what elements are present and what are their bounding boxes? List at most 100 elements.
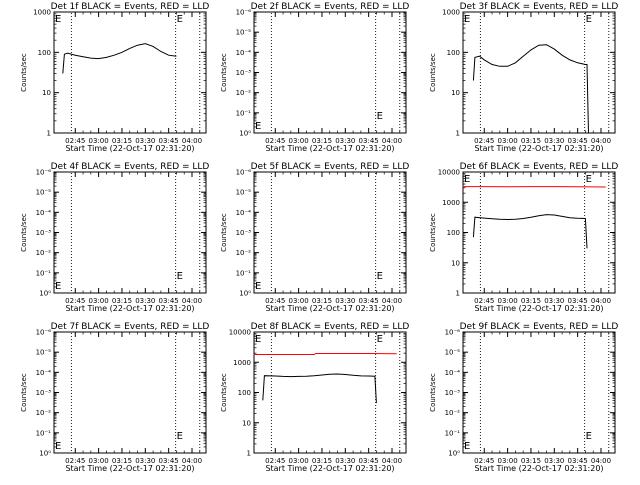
- edge-marker-right: E: [586, 14, 592, 25]
- panel-title: Det 6f BLACK = Events, RED = LLD: [460, 162, 619, 172]
- y-tick-label: 10⁻¹: [36, 429, 52, 437]
- panel-title: Det 7f BLACK = Events, RED = LLD: [51, 322, 210, 332]
- y-tick-label: 10⁰: [448, 450, 460, 458]
- edge-marker-left: E: [55, 14, 61, 25]
- y-tick-label: 10000: [438, 169, 460, 177]
- y-tick-label: 1: [456, 130, 460, 138]
- x-axis-label: Start Time (22-Oct-17 02:31:20): [65, 304, 194, 313]
- y-tick-label: 10⁻²: [36, 409, 52, 417]
- panel-det-9f: Det 9f BLACK = Events, RED = LLD 10⁰ 10⁻¹ 1…: [429, 322, 618, 473]
- plot-frame: [463, 332, 615, 453]
- panel-det-5f: Det 5f BLACK = Events, RED = LLD10⁰10⁻¹1…: [220, 162, 409, 313]
- panel-title: Det 3f BLACK = Events, RED = LLD: [460, 2, 619, 12]
- x-axis-label: Start Time (22-Oct-17 02:31:20): [65, 464, 194, 473]
- y-tick-label: 1000: [233, 359, 251, 367]
- x-axis-label: Start Time (22-Oct-17 02:31:20): [65, 144, 194, 153]
- y-tick-label: 10⁻¹: [236, 269, 252, 277]
- x-axis-label: Start Time (22-Oct-17 02:31:20): [474, 464, 603, 473]
- x-axis-label: Start Time (22-Oct-17 02:31:20): [265, 304, 394, 313]
- plot-frame: [54, 12, 206, 133]
- y-tick-label: 100: [38, 49, 51, 57]
- y-tick-label: 1: [47, 130, 51, 138]
- y-tick-label: 10⁻¹: [445, 429, 461, 437]
- edge-marker-left: E: [255, 334, 261, 345]
- edge-marker-right: E: [586, 174, 592, 185]
- y-axis-label: Counts/sec: [20, 53, 28, 92]
- edge-marker-right: E: [377, 334, 383, 345]
- y-tick-label: 10⁻⁴: [36, 369, 52, 377]
- edge-marker-left: E: [255, 121, 261, 132]
- y-axis-label: Counts/sec: [429, 53, 437, 92]
- y-tick-label: 10: [42, 89, 51, 97]
- plot-frame: [463, 172, 615, 293]
- y-axis-label: Counts/sec: [20, 213, 28, 252]
- edge-marker-left: E: [464, 14, 470, 25]
- panel-det-3f: Det 3f BLACK = Events, RED = LLD11010010…: [429, 2, 618, 153]
- y-tick-label: 10⁻⁴: [236, 209, 252, 217]
- edge-marker-right: E: [177, 431, 183, 442]
- panel-title: Det 4f BLACK = Events, RED = LLD: [51, 162, 210, 172]
- edge-marker-right: E: [377, 271, 383, 282]
- x-axis-label: Start Time (22-Oct-17 02:31:20): [474, 304, 603, 313]
- edge-marker-right: E: [377, 111, 383, 122]
- x-axis-label: Start Time (22-Oct-17 02:31:20): [474, 144, 603, 153]
- y-axis-label: Counts/sec: [429, 213, 437, 252]
- y-tick-label: 10⁻⁶: [36, 169, 52, 177]
- y-tick-label: 10⁻⁵: [236, 29, 252, 37]
- y-tick-label: 10⁻⁵: [36, 189, 52, 197]
- panel-title: Det 9f BLACK = Events, RED = LLD: [460, 322, 619, 332]
- y-tick-label: 10⁻⁵: [236, 189, 252, 197]
- panel-title: Det 2f BLACK = Events, RED = LLD: [251, 2, 410, 12]
- y-tick-label: 10⁰: [39, 290, 51, 298]
- y-tick-label: 10⁻¹: [236, 109, 252, 117]
- plot-frame: [254, 332, 406, 453]
- plot-frame: [254, 172, 406, 293]
- series-events-line: [473, 45, 588, 133]
- y-tick-label: 10⁻⁶: [445, 329, 461, 337]
- y-tick-label: 100: [447, 229, 460, 237]
- y-tick-label: 10⁻²: [236, 249, 252, 257]
- y-tick-label: 10⁻⁶: [36, 329, 52, 337]
- edge-marker-left: E: [55, 281, 61, 292]
- plot-frame: [54, 332, 206, 453]
- y-tick-label: 10000: [229, 329, 251, 337]
- series-events-line: [263, 374, 377, 403]
- y-axis-label: Counts/sec: [429, 373, 437, 412]
- panel-det-6f: Det 6f BLACK = Events, RED = LLD11010010…: [429, 162, 618, 313]
- y-axis-label: Counts/sec: [220, 53, 228, 92]
- y-tick-label: 10⁻¹: [36, 269, 52, 277]
- y-tick-label: 10⁻²: [236, 89, 252, 97]
- y-tick-label: 1: [247, 450, 251, 458]
- y-tick-label: 1000: [33, 9, 51, 17]
- y-tick-label: 10⁻²: [36, 249, 52, 257]
- panel-det-8f: Det 8f BLACK = Events, RED = LLD11010010…: [220, 322, 409, 473]
- y-tick-label: 10⁻⁵: [36, 349, 52, 357]
- plot-frame: [54, 172, 206, 293]
- y-tick-label: 10⁻²: [445, 409, 461, 417]
- y-tick-label: 1: [456, 290, 460, 298]
- y-tick-label: 10: [242, 419, 251, 427]
- y-tick-label: 10⁻⁶: [236, 169, 252, 177]
- y-tick-label: 10⁰: [39, 450, 51, 458]
- y-tick-label: 10⁻³: [36, 389, 52, 397]
- y-tick-label: 10: [451, 89, 460, 97]
- y-tick-label: 10⁰: [239, 130, 251, 138]
- edge-marker-right: E: [177, 271, 183, 282]
- y-tick-label: 1000: [442, 9, 460, 17]
- y-tick-label: 10⁻⁴: [36, 209, 52, 217]
- y-tick-label: 10⁻³: [236, 229, 252, 237]
- panel-title: Det 1f BLACK = Events, RED = LLD: [51, 2, 210, 12]
- edge-marker-left: E: [464, 174, 470, 185]
- y-tick-label: 10⁻⁴: [445, 369, 461, 377]
- y-axis-label: Counts/sec: [220, 373, 228, 412]
- edge-marker-right: E: [586, 431, 592, 442]
- plot-frame: [463, 12, 615, 133]
- y-axis-label: Counts/sec: [220, 213, 228, 252]
- y-axis-label: Counts/sec: [20, 373, 28, 412]
- series-events-line: [63, 44, 177, 74]
- y-tick-label: 10⁻³: [445, 389, 461, 397]
- y-tick-label: 10⁻³: [36, 229, 52, 237]
- y-tick-label: 10⁻³: [236, 69, 252, 77]
